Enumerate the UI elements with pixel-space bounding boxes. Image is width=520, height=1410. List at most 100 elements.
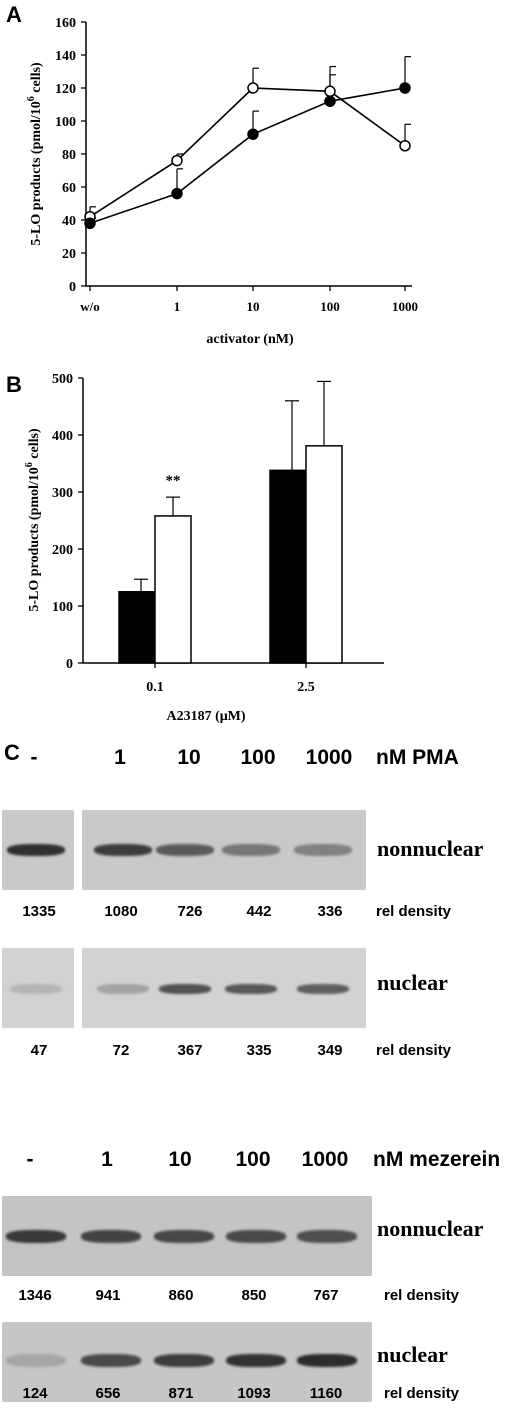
mez-nonnuclear-density: 767 xyxy=(313,1287,339,1304)
filled-circle-point xyxy=(324,95,336,107)
mezerein-nuclear-band xyxy=(6,1354,66,1367)
pma-nonnuclear-density: 726 xyxy=(177,903,203,920)
y-tick-label: 0 xyxy=(66,657,73,672)
pma-nonnuclear-band xyxy=(94,844,152,856)
mezerein-nuclear-band xyxy=(226,1354,286,1367)
pma-nonnuclear-label: nonnuclear xyxy=(377,836,484,861)
y-tick-label: 100 xyxy=(52,600,73,615)
pma-unit-label: nM PMA xyxy=(376,746,459,769)
open-circle-point xyxy=(399,140,411,152)
mezerein-nonnuclear-band xyxy=(6,1230,66,1243)
x-tick-label: 1 xyxy=(174,299,181,314)
open-circle-point xyxy=(324,85,336,98)
pma-nonnuclear-band xyxy=(294,844,352,856)
pma-nonnuclear-density: 336 xyxy=(317,903,343,920)
pma-nuclear-band xyxy=(159,984,211,994)
x-tick-label: 10 xyxy=(247,299,260,314)
mez-nuclear-density: 124 xyxy=(22,1385,48,1402)
pma-nonnuclear-band xyxy=(7,844,65,856)
bar-filled xyxy=(269,469,307,664)
y-tick-label: 160 xyxy=(55,16,76,31)
filled-circle-point xyxy=(171,187,183,200)
y-tick-label: 20 xyxy=(62,247,76,262)
mez-nonnuclear-rel: rel density xyxy=(384,1287,460,1304)
y-tick-label: 80 xyxy=(62,148,76,163)
y-axis-label: 5-LO products (pmol/106 cells) xyxy=(26,62,44,246)
pma-nonnuclear-band xyxy=(222,844,280,856)
open-circle-point xyxy=(171,154,183,167)
mez-lane-label: 10 xyxy=(168,1148,192,1171)
x-axis-label: A23187 (μM) xyxy=(166,709,245,724)
panel-c-label: C xyxy=(4,740,20,765)
pma-nuclear-density: 47 xyxy=(30,1042,48,1059)
y-tick-label: 60 xyxy=(62,181,76,196)
mez-unit-label: nM mezerein xyxy=(373,1148,501,1171)
mez-nuclear-density: 871 xyxy=(168,1385,194,1402)
chart-b-marks: ** xyxy=(118,380,343,664)
mez-lane-label: 1 xyxy=(101,1148,113,1171)
y-tick-label: 0 xyxy=(69,280,76,295)
mez-nonnuclear-density: 850 xyxy=(241,1287,267,1304)
mezerein-nonnuclear-band xyxy=(81,1230,141,1243)
pma-nonnuclear-density: 1335 xyxy=(22,903,56,920)
y-axis-label: 5-LO products (pmol/106 cells) xyxy=(24,428,42,612)
pma-nuclear-density: 335 xyxy=(246,1042,272,1059)
pma-lane-label: 1 xyxy=(114,746,126,769)
mez-nonnuclear-density: 1346 xyxy=(18,1287,52,1304)
mez-nonnuclear-label: nonnuclear xyxy=(377,1216,484,1241)
mez-nonnuclear-density: 860 xyxy=(168,1287,194,1304)
significance-label: ** xyxy=(166,473,181,489)
chart-a-axes: 0 20 40 60 80 100 120 140 160 w/o 1 10 100 1000 activa… xyxy=(55,16,418,347)
pma-nuclear-density: 349 xyxy=(317,1042,343,1059)
y-tick-label: 300 xyxy=(52,486,73,501)
y-tick-label: 100 xyxy=(55,115,76,130)
bar-open xyxy=(154,515,192,664)
x-tick-label: 2.5 xyxy=(297,680,315,695)
bar-chart-b: 0 100 200 300 400 500 0.1 2.5 A23187 (μM) ** 5-L… xyxy=(24,372,384,724)
open-circle-point xyxy=(247,82,259,94)
pma-nonnuclear-band xyxy=(156,844,214,856)
bar-filled xyxy=(118,591,156,664)
mez-nuclear-rel: rel density xyxy=(384,1385,460,1402)
x-tick-label: 1000 xyxy=(392,299,418,314)
y-tick-label: 120 xyxy=(55,82,76,97)
pma-nuclear-band xyxy=(10,984,62,994)
series-line xyxy=(89,87,406,218)
pma-lane-label: 1000 xyxy=(305,746,353,769)
pma-lane-label: 10 xyxy=(177,746,201,769)
mez-nonnuclear-density: 941 xyxy=(95,1287,121,1304)
mez-lane-label: - xyxy=(26,1148,34,1171)
mez-lane-label: 1000 xyxy=(301,1148,349,1171)
mez-lane-label: 100 xyxy=(235,1148,271,1171)
y-tick-label: 400 xyxy=(52,429,73,444)
filled-circle-point xyxy=(399,82,411,94)
mezerein-nonnuclear-band xyxy=(226,1230,286,1243)
series-line xyxy=(89,87,406,225)
pma-nonnuclear-density: 442 xyxy=(246,903,272,920)
y-tick-label: 200 xyxy=(52,543,73,558)
mezerein-nonnuclear-band xyxy=(154,1230,214,1243)
pma-nuclear-band xyxy=(225,984,277,994)
pma-nuclear-density: 367 xyxy=(177,1042,203,1059)
pma-nuclear-density: 72 xyxy=(112,1042,130,1059)
line-chart-a: 0 20 40 60 80 100 120 140 160 w/o 1 10 100 1000 activa… xyxy=(26,16,418,347)
panel-a-label: A xyxy=(6,2,22,27)
pma-nuclear-rel: rel density xyxy=(376,1042,452,1059)
pma-lane-label: 100 xyxy=(240,746,276,769)
x-axis-label: activator (nM) xyxy=(206,332,294,347)
mezerein-nuclear-band xyxy=(81,1354,141,1367)
mezerein-nonnuclear-band xyxy=(297,1230,357,1243)
mezerein-nuclear-band xyxy=(297,1354,357,1367)
pma-nuclear-label: nuclear xyxy=(377,970,448,995)
x-tick-label: w/o xyxy=(80,299,100,314)
panel-b-label: B xyxy=(6,372,22,397)
pma-nuclear-band xyxy=(97,984,149,994)
x-tick-label: 100 xyxy=(320,299,340,314)
mez-nuclear-density: 1093 xyxy=(237,1385,271,1402)
mez-nuclear-density: 1160 xyxy=(309,1385,343,1402)
y-tick-label: 500 xyxy=(52,372,73,387)
chart-a-marks xyxy=(84,56,411,230)
y-tick-label: 40 xyxy=(62,214,76,229)
filled-circle-point xyxy=(84,217,96,230)
mez-nuclear-label: nuclear xyxy=(377,1342,448,1367)
